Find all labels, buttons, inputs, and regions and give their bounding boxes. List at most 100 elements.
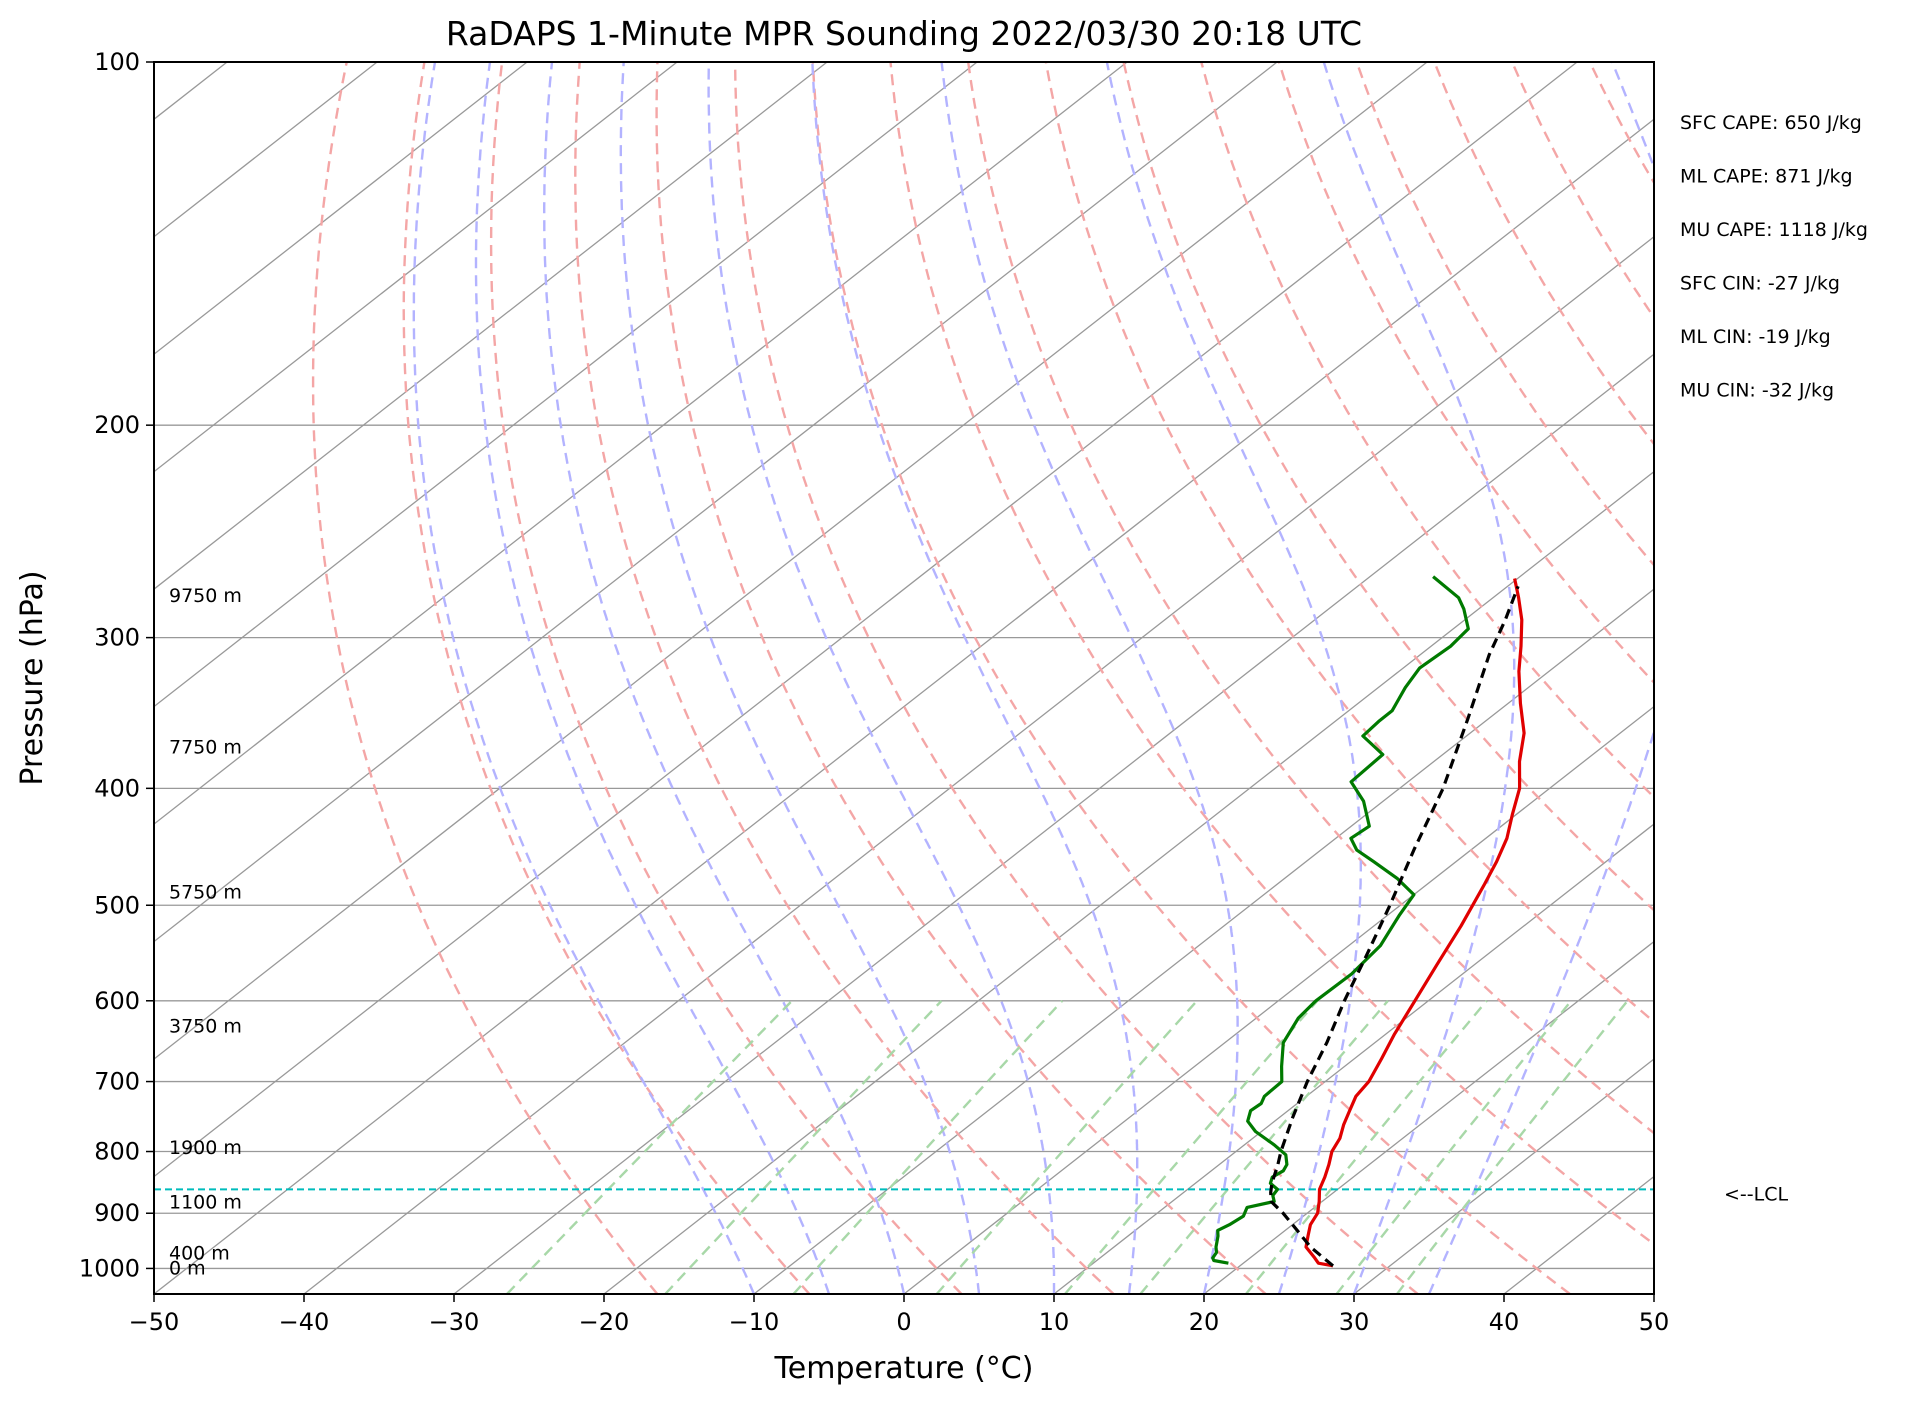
dry-adiabat-line	[811, 62, 1571, 1294]
dry-adiabat-line	[1200, 62, 1654, 799]
isotherm-line	[154, 62, 678, 473]
x-tick-label: 10	[1039, 1308, 1070, 1336]
x-tick-label: −50	[129, 1308, 180, 1336]
index-label: ML CIN: -19 J/kg	[1680, 326, 1831, 348]
isotherm-line	[453, 353, 1654, 1294]
dry-adiabat-line	[1277, 62, 1654, 685]
isotherm-line	[1053, 823, 1654, 1294]
moist-adiabat-line	[474, 62, 831, 1294]
x-tick-label: −30	[429, 1308, 480, 1336]
isotherm-line	[303, 235, 1654, 1294]
moist-adiabat-line	[940, 62, 1239, 1294]
dry-adiabat-line	[1588, 62, 1654, 186]
dry-adiabat-line	[1901, 62, 1918, 1294]
plot-frame	[153, 61, 1655, 1295]
moist-adiabat-line	[619, 62, 981, 1294]
y-tick-label: 400	[94, 774, 140, 802]
moist-adiabat-line	[811, 62, 1139, 1294]
index-label: ML CAPE: 871 J/kg	[1680, 166, 1853, 188]
height-label: 400 m	[169, 1243, 230, 1265]
height-label: 9750 m	[169, 585, 242, 607]
isotherm-line	[1203, 940, 1654, 1294]
dry-adiabat-line	[1355, 62, 1654, 567]
index-label: SFC CAPE: 650 J/kg	[1680, 112, 1862, 134]
x-axis-label: Temperature (°C)	[774, 1351, 1034, 1386]
mixing-ratio-line	[792, 999, 1064, 1294]
moist-adiabat-line	[543, 62, 906, 1294]
dry-adiabat-line	[1433, 62, 1654, 446]
dry-adiabat-line	[1745, 62, 1918, 1294]
mixing-ratio-line	[1139, 1000, 1389, 1294]
index-label: MU CIN: -32 J/kg	[1680, 380, 1834, 402]
isotherm-line	[154, 62, 1278, 943]
lcl-label: <--LCL	[1724, 1183, 1788, 1205]
y-tick-label: 900	[94, 1199, 140, 1227]
mixing-ratio-line	[1335, 1000, 1573, 1294]
x-tick-label: −20	[579, 1308, 630, 1336]
isotherm-line	[154, 62, 1128, 825]
isotherm-line	[154, 62, 528, 356]
dry-adiabat-line	[402, 62, 811, 1294]
index-label: MU CAPE: 1118 J/kg	[1680, 219, 1868, 241]
dry-adiabat-line	[489, 62, 963, 1294]
y-tick-label: 100	[94, 48, 140, 76]
height-label: 1900 m	[169, 1137, 242, 1159]
x-tick-label: 30	[1339, 1308, 1370, 1336]
isotherm-line	[154, 62, 378, 238]
parcel-path-line	[1269, 585, 1520, 1268]
dewpoint-profile-line	[1211, 575, 1470, 1265]
mixing-ratio-line	[664, 999, 943, 1294]
isotherm-line	[1653, 1293, 1654, 1294]
dry-adiabat-line	[311, 62, 659, 1294]
temperature-profile-line	[1304, 578, 1526, 1268]
isotherm-line	[1503, 1175, 1654, 1294]
y-tick-label: 300	[94, 624, 140, 652]
y-tick-label: 600	[94, 987, 140, 1015]
mixing-ratio-line	[1064, 1000, 1319, 1294]
moist-adiabat-line	[1322, 62, 1516, 1294]
isotherm-line	[603, 470, 1654, 1294]
dry-adiabat-line	[1511, 62, 1654, 320]
x-tick-label: 0	[896, 1308, 911, 1336]
dry-adiabat-line	[889, 62, 1654, 1246]
mixing-ratio-line	[1396, 1000, 1629, 1294]
moist-adiabat-line	[412, 62, 756, 1294]
y-tick-label: 500	[94, 891, 140, 919]
x-tick-label: 50	[1639, 1308, 1670, 1336]
dry-adiabat-line	[1044, 62, 1654, 1024]
dry-adiabat-line	[1823, 62, 1918, 1294]
height-label: 7750 m	[169, 736, 242, 758]
height-label: 3750 m	[169, 1015, 242, 1037]
moist-adiabat-line	[1427, 62, 1654, 1294]
mixing-ratio-line	[935, 999, 1198, 1294]
dry-adiabat-line	[733, 62, 1419, 1294]
moist-adiabat-line	[707, 62, 1056, 1294]
y-tick-label: 200	[94, 411, 140, 439]
isotherm-line	[154, 62, 978, 708]
y-tick-label: 1000	[79, 1254, 140, 1282]
x-tick-label: 40	[1489, 1308, 1520, 1336]
y-tick-label: 700	[94, 1068, 140, 1096]
dry-adiabat-line	[574, 62, 1115, 1294]
isotherm-line	[154, 118, 1654, 1294]
dry-adiabat-line	[967, 62, 1654, 1135]
height-label: 5750 m	[169, 882, 242, 904]
isotherm-line	[1804, 62, 1918, 1294]
dry-adiabat-line	[655, 62, 1267, 1294]
dry-adiabat-line	[1668, 62, 1918, 1294]
x-tick-label: −40	[279, 1308, 330, 1336]
x-tick-label: −10	[729, 1308, 780, 1336]
isotherm-line	[154, 62, 1578, 1178]
mixing-ratio-line	[506, 999, 793, 1294]
moist-adiabat-line	[1105, 62, 1363, 1294]
mixing-ratio-line	[1245, 1000, 1488, 1294]
height-label: 1100 m	[169, 1192, 242, 1214]
index-label: SFC CIN: -27 J/kg	[1680, 273, 1840, 295]
isotherm-line	[903, 705, 1654, 1294]
isotherm-line	[1353, 1058, 1654, 1294]
isotherm-line	[154, 62, 828, 590]
dry-adiabat-line	[1122, 62, 1654, 912]
y-tick-label: 800	[94, 1138, 140, 1166]
x-tick-label: 20	[1189, 1308, 1220, 1336]
